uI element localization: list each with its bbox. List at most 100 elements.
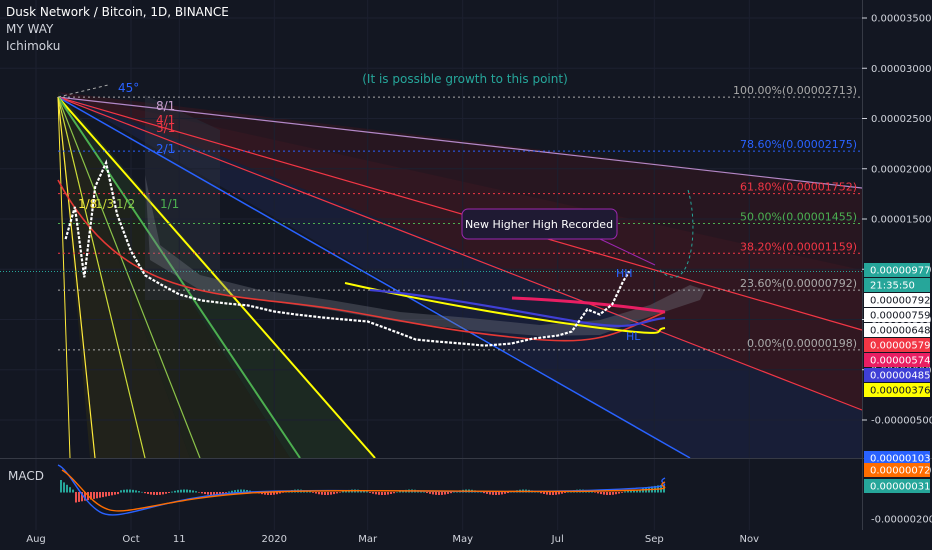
indicator-ichimoku[interactable]: Ichimoku xyxy=(6,39,61,53)
callout-box xyxy=(461,208,618,240)
price-tag-text: 0.00000648 xyxy=(870,326,930,337)
macd-bar xyxy=(72,489,74,493)
chart-title[interactable]: Dusk Network / Bitcoin, 1D, BINANCE xyxy=(6,5,229,19)
macd-bar xyxy=(126,489,128,493)
ma-pink xyxy=(511,296,666,314)
macd-bar xyxy=(426,492,428,494)
macd-bar xyxy=(102,492,104,498)
macd-bar xyxy=(219,492,221,495)
macd-bar xyxy=(429,492,431,494)
macd-bar xyxy=(63,482,65,493)
fib-retracement: 100.00%(0.00002713) 78.60%(0.00002175) 61.… xyxy=(0,84,862,351)
macd-bar xyxy=(630,490,632,493)
x-tick-label: Nov xyxy=(740,534,760,545)
indicator-my-way[interactable]: MY WAY xyxy=(6,22,54,36)
macd-bar xyxy=(213,492,215,495)
fib-label: 61.80%(0.00001752) xyxy=(740,181,857,194)
macd-bar xyxy=(183,489,185,493)
macd-bar xyxy=(636,489,638,493)
macd-tag-text: 0.00000031 xyxy=(870,482,930,493)
macd-bar xyxy=(207,492,209,495)
price-tag-bg xyxy=(864,323,930,337)
macd-bar xyxy=(558,492,560,495)
price-tag-bg xyxy=(864,308,930,322)
fan-line xyxy=(57,96,376,459)
macd-bar xyxy=(330,492,332,495)
macd-bar xyxy=(339,492,341,493)
macd-bar xyxy=(609,492,611,495)
macd-bar xyxy=(342,491,344,493)
fib-label: 38.20%(0.00001159) xyxy=(740,240,857,253)
macd-bar xyxy=(309,491,311,493)
price-tag-text: 0.00000574 xyxy=(870,356,930,367)
macd-bar xyxy=(198,492,200,493)
macd-bar xyxy=(336,492,338,494)
price-tag-bg xyxy=(864,293,930,307)
macd-bar xyxy=(498,492,500,495)
macd-bar xyxy=(75,492,77,503)
time-axis[interactable]: Aug Oct 11 2020 Mar May Jul Sep Nov xyxy=(26,534,759,545)
macd-bar xyxy=(93,492,95,499)
growth-note: (It is possible growth to this point) xyxy=(362,72,568,86)
x-tick-label: May xyxy=(452,534,473,545)
macd-bar xyxy=(216,492,218,495)
macd-pane[interactable]: MACD0.00000200-0.000002000.000001030.000… xyxy=(8,451,932,526)
x-tick-label: Jul xyxy=(551,534,564,545)
fan-line xyxy=(57,96,146,459)
x-tick-label: Aug xyxy=(26,534,46,545)
macd-bar xyxy=(171,491,173,493)
projection-arc xyxy=(659,189,694,278)
macd-bar xyxy=(276,492,278,495)
macd-bar xyxy=(453,491,455,493)
gann-label: 1/1 xyxy=(160,197,179,211)
macd-bar xyxy=(390,492,392,495)
macd-bar xyxy=(480,491,482,493)
macd-bar xyxy=(174,490,176,493)
macd-bar xyxy=(510,491,512,493)
macd-bar xyxy=(369,492,371,493)
macd-bar xyxy=(192,490,194,493)
price-tag-text: 0.00000485 xyxy=(870,371,930,382)
y-tick-label: 0.00003500 xyxy=(871,14,931,25)
macd-bar xyxy=(222,492,224,494)
macd-bar xyxy=(129,489,131,493)
macd-bar xyxy=(396,491,398,493)
macd-bar xyxy=(90,492,92,500)
macd-bar xyxy=(105,492,107,497)
macd-bar xyxy=(591,491,593,493)
macd-bar xyxy=(399,491,401,493)
y-tick-label: 0.00003000 xyxy=(871,64,931,75)
macd-bar xyxy=(138,491,140,493)
annotations: (It is possible growth to this point) New… xyxy=(362,72,656,343)
y-tick-label: -0.00000500 xyxy=(871,416,932,427)
macd-bar xyxy=(543,492,545,494)
macd-bar xyxy=(366,491,368,493)
price-tag-text: 0.00000376 xyxy=(870,386,930,397)
price-tag-text: 0.00000792 xyxy=(870,296,930,307)
macd-bar xyxy=(114,492,116,495)
macd-bar xyxy=(537,491,539,493)
macd-bar xyxy=(240,489,242,493)
macd-bar xyxy=(273,492,275,495)
macd-bar xyxy=(486,492,488,494)
price-tag-text: 0.00000759 xyxy=(870,311,930,322)
macd-bar xyxy=(66,484,68,493)
macd-bar xyxy=(624,491,626,493)
macd-bar xyxy=(393,492,395,494)
macd-bar xyxy=(327,492,329,495)
y-tick-label: 0.00001500 xyxy=(871,215,931,226)
macd-bar xyxy=(78,492,80,502)
macd-bar xyxy=(324,492,326,495)
macd-bar xyxy=(117,492,119,495)
macd-bar xyxy=(564,492,566,493)
macd-bar xyxy=(228,491,230,493)
macd-bar xyxy=(84,492,86,501)
fan-line xyxy=(57,96,201,459)
price-tag-bg xyxy=(864,263,930,277)
macd-bar xyxy=(123,489,125,493)
x-tick-label: 2020 xyxy=(262,534,287,545)
price-tag-text: 0.00000977 xyxy=(870,266,930,277)
ma-red xyxy=(57,179,666,342)
macd-bar xyxy=(180,489,182,493)
